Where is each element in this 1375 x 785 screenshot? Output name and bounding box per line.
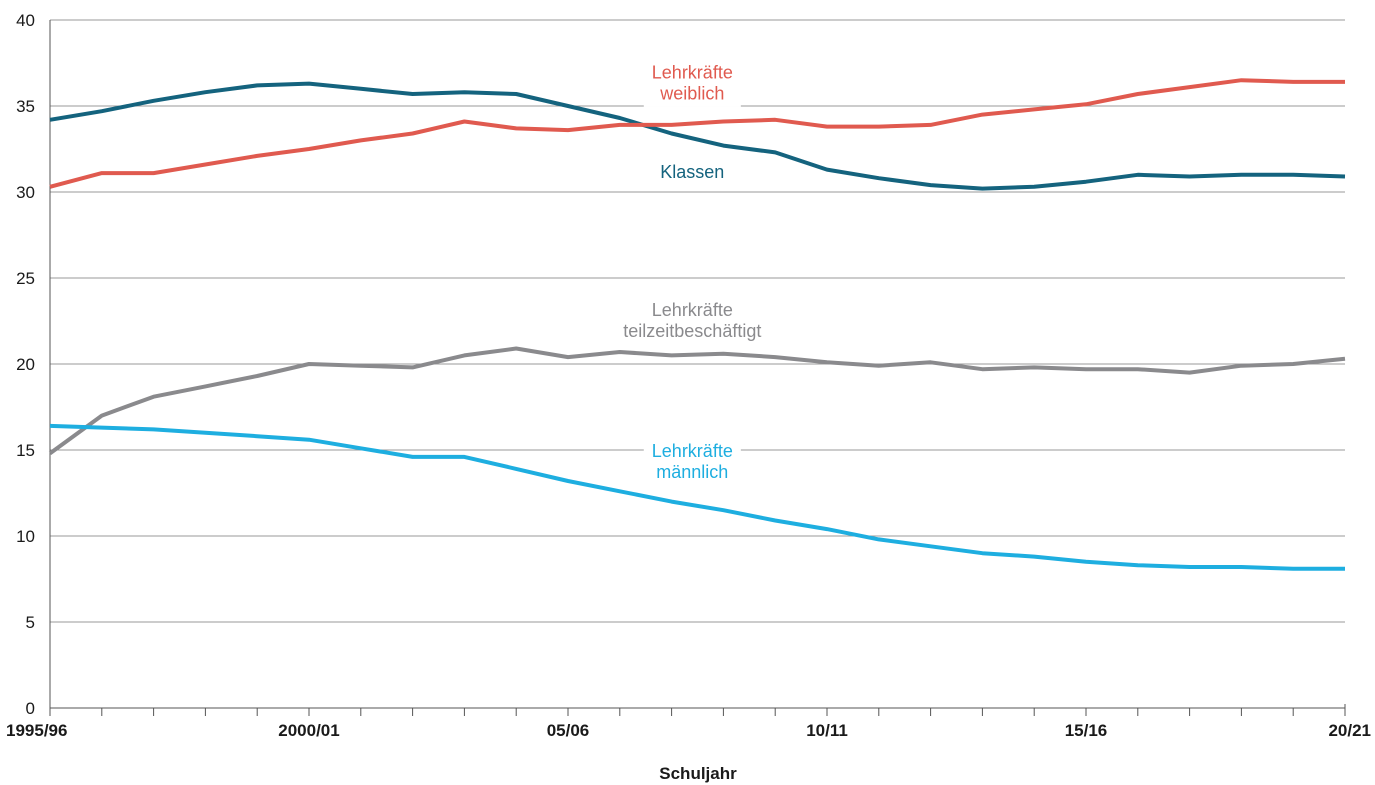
series-label-line: Klassen	[660, 162, 724, 182]
x-axis: 1995/96 2000/01 05/06 10/11 15/16 20/21	[6, 704, 1371, 740]
series-line-lehrkr-fte-weiblich	[49, 78, 1345, 189]
series-label-line: weiblich	[659, 83, 724, 103]
series-line-klassen	[49, 81, 1346, 191]
x-tick-label: 10/11	[806, 721, 848, 740]
y-tick-label: 25	[16, 269, 35, 288]
series-lines	[48, 78, 1346, 571]
x-tick-label: 2000/01	[278, 721, 339, 740]
y-axis: 0 5 10 15 20 25 30 35 40	[16, 11, 51, 718]
series-labels: LehrkräfteweiblichKlassenLehrkräfteteilz…	[615, 61, 770, 485]
y-tick-label: 40	[16, 11, 35, 30]
y-tick-label: 10	[16, 527, 35, 546]
y-tick-label: 15	[16, 441, 35, 460]
series-label-line: teilzeitbeschäftigt	[623, 321, 761, 341]
x-tick-label: 1995/96	[6, 721, 67, 740]
series-label-line: Lehrkräfte	[652, 300, 733, 320]
series-label-background	[652, 161, 733, 186]
x-tick-label: 20/21	[1328, 721, 1371, 740]
series-label-line: Lehrkräfte	[652, 441, 733, 461]
series-label-background	[615, 298, 770, 344]
x-tick-label: 05/06	[547, 721, 590, 740]
series-label-line: Lehrkräfte	[652, 62, 733, 82]
series-label-klassen: Klassen	[652, 161, 733, 186]
series-label-background	[643, 439, 741, 485]
y-tick-label: 30	[16, 183, 35, 202]
x-axis-title: Schuljahr	[659, 764, 737, 783]
y-tick-label: 0	[26, 699, 35, 718]
series-line-lehrkr-fte-m-nnlich	[49, 423, 1345, 571]
series-line-lehrkr-fte-teilzeitbesch-ftigt	[48, 346, 1346, 456]
series-label-background	[643, 61, 741, 107]
y-tick-label: 5	[26, 613, 35, 632]
x-tick-label: 15/16	[1065, 721, 1108, 740]
series-label-line: männlich	[656, 462, 728, 482]
y-tick-label: 35	[16, 97, 35, 116]
y-tick-label: 20	[16, 355, 35, 374]
